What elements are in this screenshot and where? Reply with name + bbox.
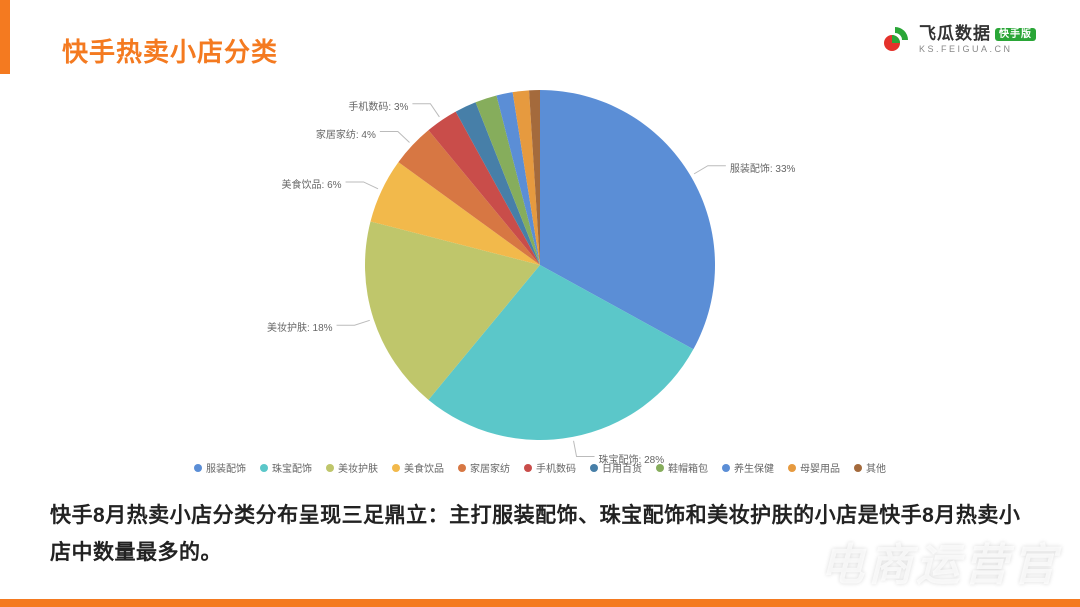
legend-swatch: [788, 464, 796, 472]
legend-item: 鞋帽箱包: [656, 460, 708, 475]
legend-swatch: [854, 464, 862, 472]
legend-item: 养生保健: [722, 460, 774, 475]
accent-bar-left: [0, 0, 10, 74]
legend-label: 母婴用品: [800, 460, 840, 475]
description-text: 快手8月热卖小店分类分布呈现三足鼎立：主打服装配饰、珠宝配饰和美妆护肤的小店是快…: [50, 498, 1030, 572]
legend-label: 服装配饰: [206, 460, 246, 475]
legend-swatch: [326, 464, 334, 472]
slice-label: 美妆护肤: 18%: [267, 319, 333, 334]
legend-label: 珠宝配饰: [272, 460, 312, 475]
legend-label: 其他: [866, 460, 886, 475]
legend-swatch: [194, 464, 202, 472]
legend-item: 美食饮品: [392, 460, 444, 475]
slice-label: 家居家纺: 4%: [316, 126, 376, 141]
legend-item: 其他: [854, 460, 886, 475]
slice-label: 手机数码: 3%: [348, 98, 408, 113]
legend-item: 美妆护肤: [326, 460, 378, 475]
legend-label: 日用百货: [602, 460, 642, 475]
legend-label: 美妆护肤: [338, 460, 378, 475]
legend-item: 母婴用品: [788, 460, 840, 475]
legend-label: 鞋帽箱包: [668, 460, 708, 475]
legend-label: 手机数码: [536, 460, 576, 475]
accent-bar-bottom: [0, 599, 1080, 607]
slide: 快手热卖小店分类 飞瓜数据 快手版 KS.FEIGUA.CN 服装配饰: 33%…: [0, 0, 1080, 607]
slice-label: 美食饮品: 6%: [282, 176, 342, 191]
legend-swatch: [392, 464, 400, 472]
brand-logo: 飞瓜数据 快手版 KS.FEIGUA.CN: [879, 24, 1036, 56]
pie-svg: [0, 80, 1080, 480]
legend-item: 日用百货: [590, 460, 642, 475]
legend-swatch: [722, 464, 730, 472]
feigua-icon: [879, 24, 911, 56]
brand-name: 飞瓜数据: [919, 25, 991, 44]
pie-chart: 服装配饰: 33%珠宝配饰: 28%美妆护肤: 18%美食饮品: 6%家居家纺:…: [0, 80, 1080, 480]
legend: 服装配饰 珠宝配饰 美妆护肤 美食饮品 家居家纺 手机数码 日用百货 鞋帽箱包 养生保健 母婴用品…: [0, 460, 1080, 475]
brand-badge: 快手版: [995, 28, 1036, 41]
legend-label: 美食饮品: [404, 460, 444, 475]
brand-url: KS.FEIGUA.CN: [919, 45, 1036, 55]
legend-label: 家居家纺: [470, 460, 510, 475]
legend-item: 珠宝配饰: [260, 460, 312, 475]
legend-swatch: [524, 464, 532, 472]
legend-swatch: [260, 464, 268, 472]
legend-item: 手机数码: [524, 460, 576, 475]
legend-swatch: [458, 464, 466, 472]
page-title: 快手热卖小店分类: [62, 32, 278, 69]
legend-item: 服装配饰: [194, 460, 246, 475]
legend-label: 养生保健: [734, 460, 774, 475]
legend-item: 家居家纺: [458, 460, 510, 475]
slice-label: 服装配饰: 33%: [730, 160, 796, 175]
legend-swatch: [656, 464, 664, 472]
legend-swatch: [590, 464, 598, 472]
